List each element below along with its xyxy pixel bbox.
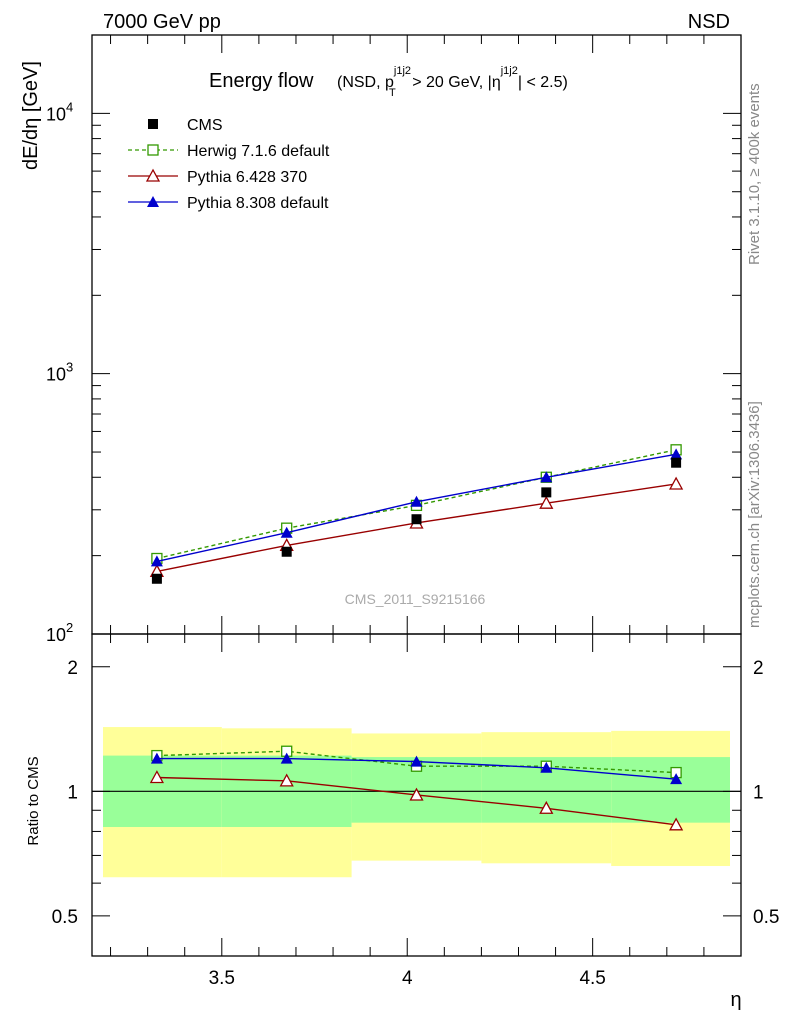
legend-entry: Pythia 6.428 370: [128, 168, 307, 186]
main-data-point: [280, 526, 293, 538]
subtitle-sup-1: j1j2: [393, 65, 411, 77]
main-data-point: [151, 573, 162, 584]
main-panel-series: [149, 444, 684, 584]
main-series-pythia-6-428-370: [149, 476, 684, 578]
subtitle-part-a: (NSD, p: [337, 74, 394, 91]
main-series-pythia-8-308-default: [150, 448, 683, 567]
ratio-y-tick-label: 1: [67, 782, 78, 803]
main-series-line: [156, 449, 677, 560]
ratio-data-point: [280, 752, 293, 764]
ratio-data-point: [669, 817, 684, 831]
legend-label: CMS: [187, 117, 223, 134]
ratio-y-axis-label: Ratio to CMS: [25, 756, 42, 845]
ratio-data-point: [540, 761, 553, 773]
analysis-watermark: CMS_2011_S9215166: [345, 591, 486, 607]
main-y-tick-label: 102: [46, 620, 73, 645]
main-data-point: [281, 546, 292, 557]
ratio-panel-frame: [91, 633, 742, 957]
main-y-axis-label: dE/dη [GeV]: [20, 61, 42, 170]
mcplots-reference-label: mcplots.cern.ch [arXiv:1306.3436]: [746, 401, 763, 628]
main-data-point: [410, 495, 423, 507]
legend-marker: [148, 119, 158, 129]
main-data-point: [411, 514, 422, 525]
ratio-y-tick-label: 0.5: [52, 907, 78, 928]
legend-label: Pythia 6.428 370: [187, 169, 307, 186]
main-data-point: [541, 487, 552, 498]
main-data-point: [150, 555, 163, 567]
header-collision-label: 7000 GeV pp: [103, 11, 221, 33]
x-tick-label: 3.5: [209, 968, 235, 989]
legend-label: Pythia 8.308 default: [187, 195, 329, 212]
ratio-data-point: [149, 770, 164, 784]
legend-marker: [147, 144, 159, 156]
ratio-data-point: [539, 800, 554, 814]
ratio-panel-background: [103, 727, 730, 878]
x-axis-label: η: [730, 989, 741, 1011]
ratio-y-tick-label-right: 1: [753, 782, 764, 803]
main-data-point: [670, 448, 683, 460]
main-data-point: [539, 495, 554, 509]
legend-entry: Herwig 7.1.6 default: [128, 143, 330, 160]
legend-marker: [147, 196, 159, 207]
main-y-tick-label: 104: [46, 99, 73, 124]
legend-entry: Pythia 8.308 default: [128, 195, 329, 212]
ratio-y-tick-label-right: 0.5: [753, 907, 779, 928]
ratio-series-pythia-8-308-default: [150, 752, 683, 785]
plot-title: Energy flow (NSD, pj1j2 T > 20 GeV, |ηj1j…: [209, 65, 568, 99]
subtitle-sup-2: j1j2: [500, 65, 518, 77]
header-process-label: NSD: [688, 11, 730, 33]
ratio-data-point: [150, 752, 163, 764]
subtitle-sub-1: T: [389, 87, 396, 99]
ratio-data-point: [670, 773, 683, 785]
ratio-y-tick-label: 2: [67, 658, 78, 679]
legend-entry: CMS: [148, 117, 223, 134]
uncertainty-band-green: [611, 757, 730, 823]
main-series-cms: [151, 457, 682, 584]
main-y-tick-label: 103: [46, 360, 73, 385]
x-tick-label: 4: [402, 968, 413, 989]
subtitle-part-c: | < 2.5): [518, 74, 568, 91]
subtitle-part-b: > 20 GeV, |η: [408, 74, 501, 91]
ratio-data-point: [279, 773, 294, 787]
main-data-point: [669, 476, 684, 490]
ratio-series-pythia-6-428-370: [149, 770, 684, 831]
ratio-panel-series: [149, 745, 684, 831]
rivet-version-label: Rivet 3.1.10, ≥ 400k events: [746, 83, 763, 265]
main-data-point: [540, 471, 553, 483]
legend-marker: [145, 168, 161, 182]
ratio-y-tick-label-right: 2: [753, 658, 764, 679]
legend-label: Herwig 7.1.6 default: [187, 143, 330, 160]
main-data-point: [671, 457, 682, 468]
legend: CMS Herwig 7.1.6 default Pythia 6.428 370 P…: [128, 117, 330, 212]
x-tick-label: 4.5: [579, 968, 605, 989]
ratio-data-point: [409, 787, 424, 801]
plot-title-main: Energy flow: [209, 70, 314, 92]
ratio-data-point: [410, 755, 423, 767]
plot-title-subtitle: (NSD, pj1j2 T > 20 GeV, |ηj1j2| < 2.5): [337, 65, 568, 99]
